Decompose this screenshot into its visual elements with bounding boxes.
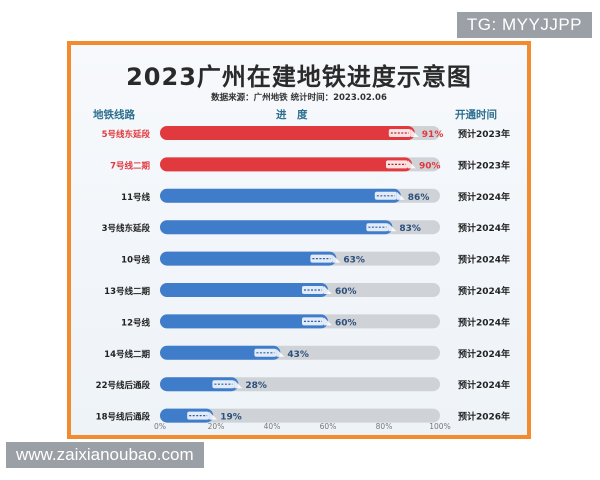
line-name-label: 12号线	[121, 317, 150, 328]
open-time-label: 预计2024年	[458, 379, 510, 391]
open-time-label: 预计2024年	[458, 285, 510, 297]
value-label: 91%	[422, 130, 444, 140]
watermark-bottom: www.zaixianoubao.com	[6, 442, 204, 468]
open-time-label: 预计2024年	[458, 316, 510, 328]
open-time-label: 预计2026年	[458, 411, 510, 423]
x-tick-label: 100%	[429, 422, 450, 431]
train-nose-icon	[388, 223, 397, 232]
watermark-top: TG: MYYJJPP	[456, 12, 592, 38]
train-nose-icon	[332, 254, 341, 263]
x-tick-label: 60%	[320, 422, 337, 431]
x-tick-label: 0%	[154, 422, 166, 431]
value-label: 60%	[335, 318, 357, 328]
line-name-label: 11号线	[121, 192, 150, 203]
value-label: 90%	[419, 161, 441, 171]
train-nose-icon	[410, 129, 419, 137]
open-time-label: 预计2023年	[458, 128, 510, 140]
progress-bar	[160, 220, 393, 235]
value-label: 86%	[408, 193, 430, 203]
train-nose-icon	[209, 411, 218, 420]
value-label: 19%	[220, 413, 242, 423]
line-name-label: 14号线二期	[104, 349, 150, 360]
x-tick-label: 80%	[376, 422, 393, 431]
train-nose-icon	[396, 191, 405, 200]
x-tick-label: 20%	[208, 422, 225, 431]
open-time-label: 预计2024年	[458, 222, 510, 234]
line-name-label: 10号线	[121, 255, 150, 266]
progress-bar	[160, 157, 412, 172]
header-line: 地铁线路	[93, 109, 135, 121]
progress-track	[160, 408, 440, 423]
progress-bar	[160, 283, 328, 297]
progress-chart: 5号线东延段 91% 预计2023年 7号线二期 90% 预计2023年 11号线 86% 预计…	[96, 126, 510, 431]
open-time-label: 预计2024年	[458, 254, 510, 266]
progress-bar	[160, 188, 401, 203]
train-nose-icon	[324, 286, 332, 294]
header-open: 开通时间	[455, 109, 497, 121]
progress-bar	[160, 314, 328, 329]
train-nose-icon	[324, 317, 332, 326]
line-name-label: 7号线二期	[110, 160, 150, 171]
value-label: 28%	[245, 381, 267, 391]
x-tick-label: 40%	[264, 422, 281, 431]
progress-bar	[160, 345, 281, 360]
train-nose-icon	[234, 380, 243, 389]
open-time-label: 预计2024年	[458, 348, 510, 360]
line-name-label: 3号线东延段	[102, 223, 151, 234]
line-name-label: 22号线后通段	[96, 380, 151, 391]
progress-bar	[160, 126, 415, 140]
value-label: 60%	[335, 287, 357, 297]
header-progress: 进 度	[276, 109, 308, 121]
train-nose-icon	[276, 348, 285, 357]
open-time-label: 预计2023年	[458, 159, 510, 171]
progress-bar	[160, 251, 337, 266]
line-name-label: 5号线东延段	[102, 129, 151, 140]
open-time-label: 预计2024年	[458, 191, 510, 203]
value-label: 83%	[399, 224, 421, 234]
chart-frame: 2023广州在建地铁进度示意图 数据来源：广州地铁 统计时间：2023.02.0…	[67, 41, 531, 439]
value-label: 63%	[343, 256, 365, 266]
value-label: 43%	[287, 350, 309, 360]
line-name-label: 18号线后通段	[96, 412, 151, 423]
line-name-label: 13号线二期	[104, 286, 150, 297]
chart-title: 2023广州在建地铁进度示意图	[126, 63, 472, 91]
chart-subtitle: 数据来源：广州地铁 统计时间：2023.02.06	[211, 93, 387, 103]
train-nose-icon	[408, 160, 416, 169]
